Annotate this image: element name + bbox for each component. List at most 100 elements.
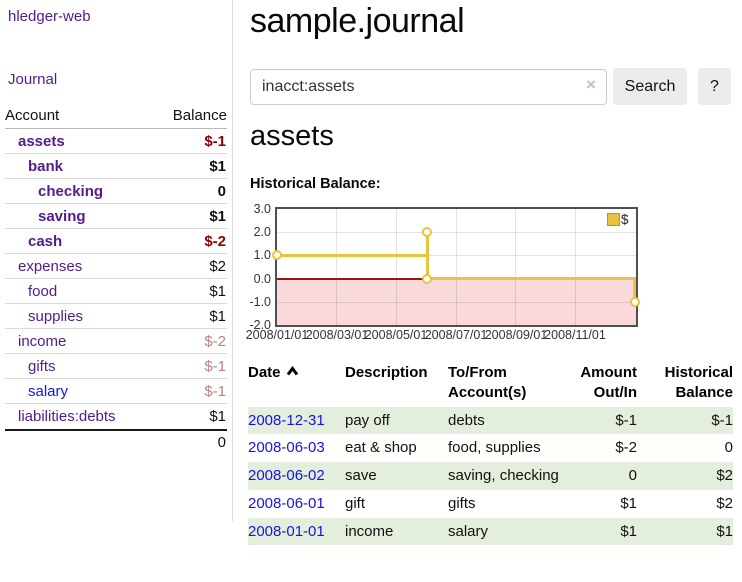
register-row: 2008-06-01 gift gifts $1 $2 [248,490,733,518]
series-segment [633,278,636,303]
account-link-expenses[interactable]: expenses [18,257,83,275]
chart-legend: $ [607,212,629,227]
x-tick-label: 2008/05/01 [364,328,428,342]
transaction-description: income [345,522,394,540]
account-link-bank[interactable]: bank [28,157,64,175]
transaction-balance: $1 [716,522,733,540]
account-row-supplies: supplies $1 [5,304,227,329]
transaction-date-link[interactable]: 2008-12-31 [248,411,325,429]
account-link-saving[interactable]: saving [38,207,86,225]
gridline [396,209,397,325]
register-header-row: Date Description To/From Account(s) Amou… [248,362,733,407]
account-row-saving: saving $1 [5,204,227,229]
y-tick-label: 2.0 [253,225,271,239]
gridline [515,209,516,325]
transaction-amount: $-1 [615,411,637,429]
transaction-accounts: saving, checking [448,467,559,485]
transaction-accounts: salary [448,522,489,540]
account-balance: $-2 [204,332,226,350]
account-link-food[interactable]: food [28,282,58,300]
account-balance: $-1 [204,357,226,375]
column-header-description[interactable]: Description [345,364,428,381]
transaction-accounts: food, supplies [448,439,541,457]
transaction-date-link[interactable]: 2008-06-03 [248,439,325,457]
transaction-amount: $-2 [615,439,637,457]
transaction-description: pay off [345,411,390,429]
gridline [277,255,636,256]
brand-link[interactable]: hledger-web [8,8,91,25]
transaction-amount: $1 [620,522,637,540]
balance-column-header: Balance [172,107,227,124]
data-point-marker[interactable] [422,274,432,284]
transaction-date-link[interactable]: 2008-06-02 [248,467,325,485]
clear-search-icon[interactable]: × [586,75,596,94]
account-link-income[interactable]: income [18,332,67,350]
series-segment [426,231,429,280]
account-row-salary: salary $-1 [5,379,227,404]
data-point-marker[interactable] [630,297,640,307]
account-balance: $1 [209,307,226,325]
page-title: sample.journal [250,2,465,40]
account-row-cash: cash $-2 [5,229,227,254]
account-balance: $1 [209,207,226,225]
column-header-balance[interactable]: Historical Balance [664,364,733,402]
accounts-table-header: Account Balance [5,103,227,129]
account-link-cash[interactable]: cash [28,232,63,250]
series-segment [277,254,428,257]
register-row: 2008-06-02 save saving, checking 0 $2 [248,462,733,490]
accounts-total-value: 0 [217,434,226,451]
register-row: 2008-01-01 income salary $1 $1 [248,517,733,546]
x-tick-label: 2008/11/01 [544,328,606,342]
transaction-balance: $-1 [711,411,733,429]
account-balance: $-1 [204,382,226,400]
accounts-total-row: 0 [5,429,227,454]
account-balance: $2 [209,257,226,275]
sidebar-item-journal[interactable]: Journal [8,71,58,88]
accounts-table: Account Balance assets $-1 bank $1 check… [5,103,227,454]
register-table: Date Description To/From Account(s) Amou… [248,362,733,546]
chart-plot-area: $ [272,207,640,327]
column-header-date[interactable]: Date [248,362,345,407]
account-balance: $1 [209,408,226,425]
transaction-description: eat & shop [345,439,417,457]
account-link-liabilities-debts[interactable]: liabilities:debts [18,408,116,425]
transaction-balance: 0 [724,439,733,457]
search-button[interactable]: Search [613,68,687,105]
transaction-date-link[interactable]: 2008-01-01 [248,522,325,540]
gridline [277,232,636,233]
negative-region-fill [277,279,636,325]
data-point-marker[interactable] [272,250,282,260]
y-tick-label: 1.0 [253,248,271,262]
transaction-accounts: debts [448,411,485,429]
y-tick-label: 3.0 [253,202,271,216]
data-point-marker[interactable] [422,227,432,237]
account-link-gifts[interactable]: gifts [28,357,56,375]
account-link-checking[interactable]: checking [38,182,104,200]
account-balance: $-1 [204,132,226,150]
transaction-balance: $2 [716,494,733,512]
account-row-assets: assets $-1 [5,129,227,154]
y-tick-label: 0.0 [253,272,271,286]
account-link-supplies[interactable]: supplies [28,307,84,325]
legend-label: $ [621,212,629,227]
gridline [575,209,576,325]
account-link-assets[interactable]: assets [18,132,65,150]
account-row-bank: bank $1 [5,154,227,179]
historical-balance-chart: 3.0 2.0 1.0 0.0 -1.0 -2.0 [240,200,740,345]
chart-plot-inner: $ [272,209,640,325]
column-header-accounts[interactable]: To/From Account(s) [448,364,527,402]
account-balance: $-2 [204,232,226,250]
help-button[interactable]: ? [698,68,731,105]
account-row-checking: checking 0 [5,179,227,204]
y-tick-label: -1.0 [249,295,271,309]
transaction-date-link[interactable]: 2008-06-01 [248,494,325,512]
register-row: 2008-06-03 eat & shop food, supplies $-2… [248,434,733,462]
x-tick-label: 2008/07/01 [424,328,488,342]
account-link-salary[interactable]: salary [28,382,69,400]
account-row-gifts: gifts $-1 [5,354,227,379]
search-input[interactable] [250,69,607,105]
column-header-amount[interactable]: Amount Out/In [580,364,637,402]
gridline [277,302,636,303]
account-column-header: Account [5,107,60,124]
